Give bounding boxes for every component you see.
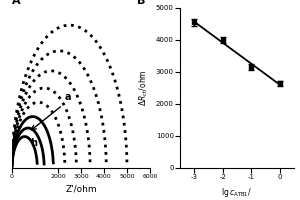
X-axis label: $\rm lg\,\it c_{\rm ATB1}/$: $\rm lg\,\it c_{\rm ATB1}/$ (221, 186, 253, 199)
Text: B: B (137, 0, 145, 6)
X-axis label: Z'/ohm: Z'/ohm (65, 185, 97, 194)
Text: a: a (64, 92, 71, 102)
Text: h: h (30, 138, 38, 148)
Y-axis label: $\Delta R_{\rm ct}$/ohm: $\Delta R_{\rm ct}$/ohm (138, 70, 150, 106)
Text: A: A (12, 0, 21, 6)
